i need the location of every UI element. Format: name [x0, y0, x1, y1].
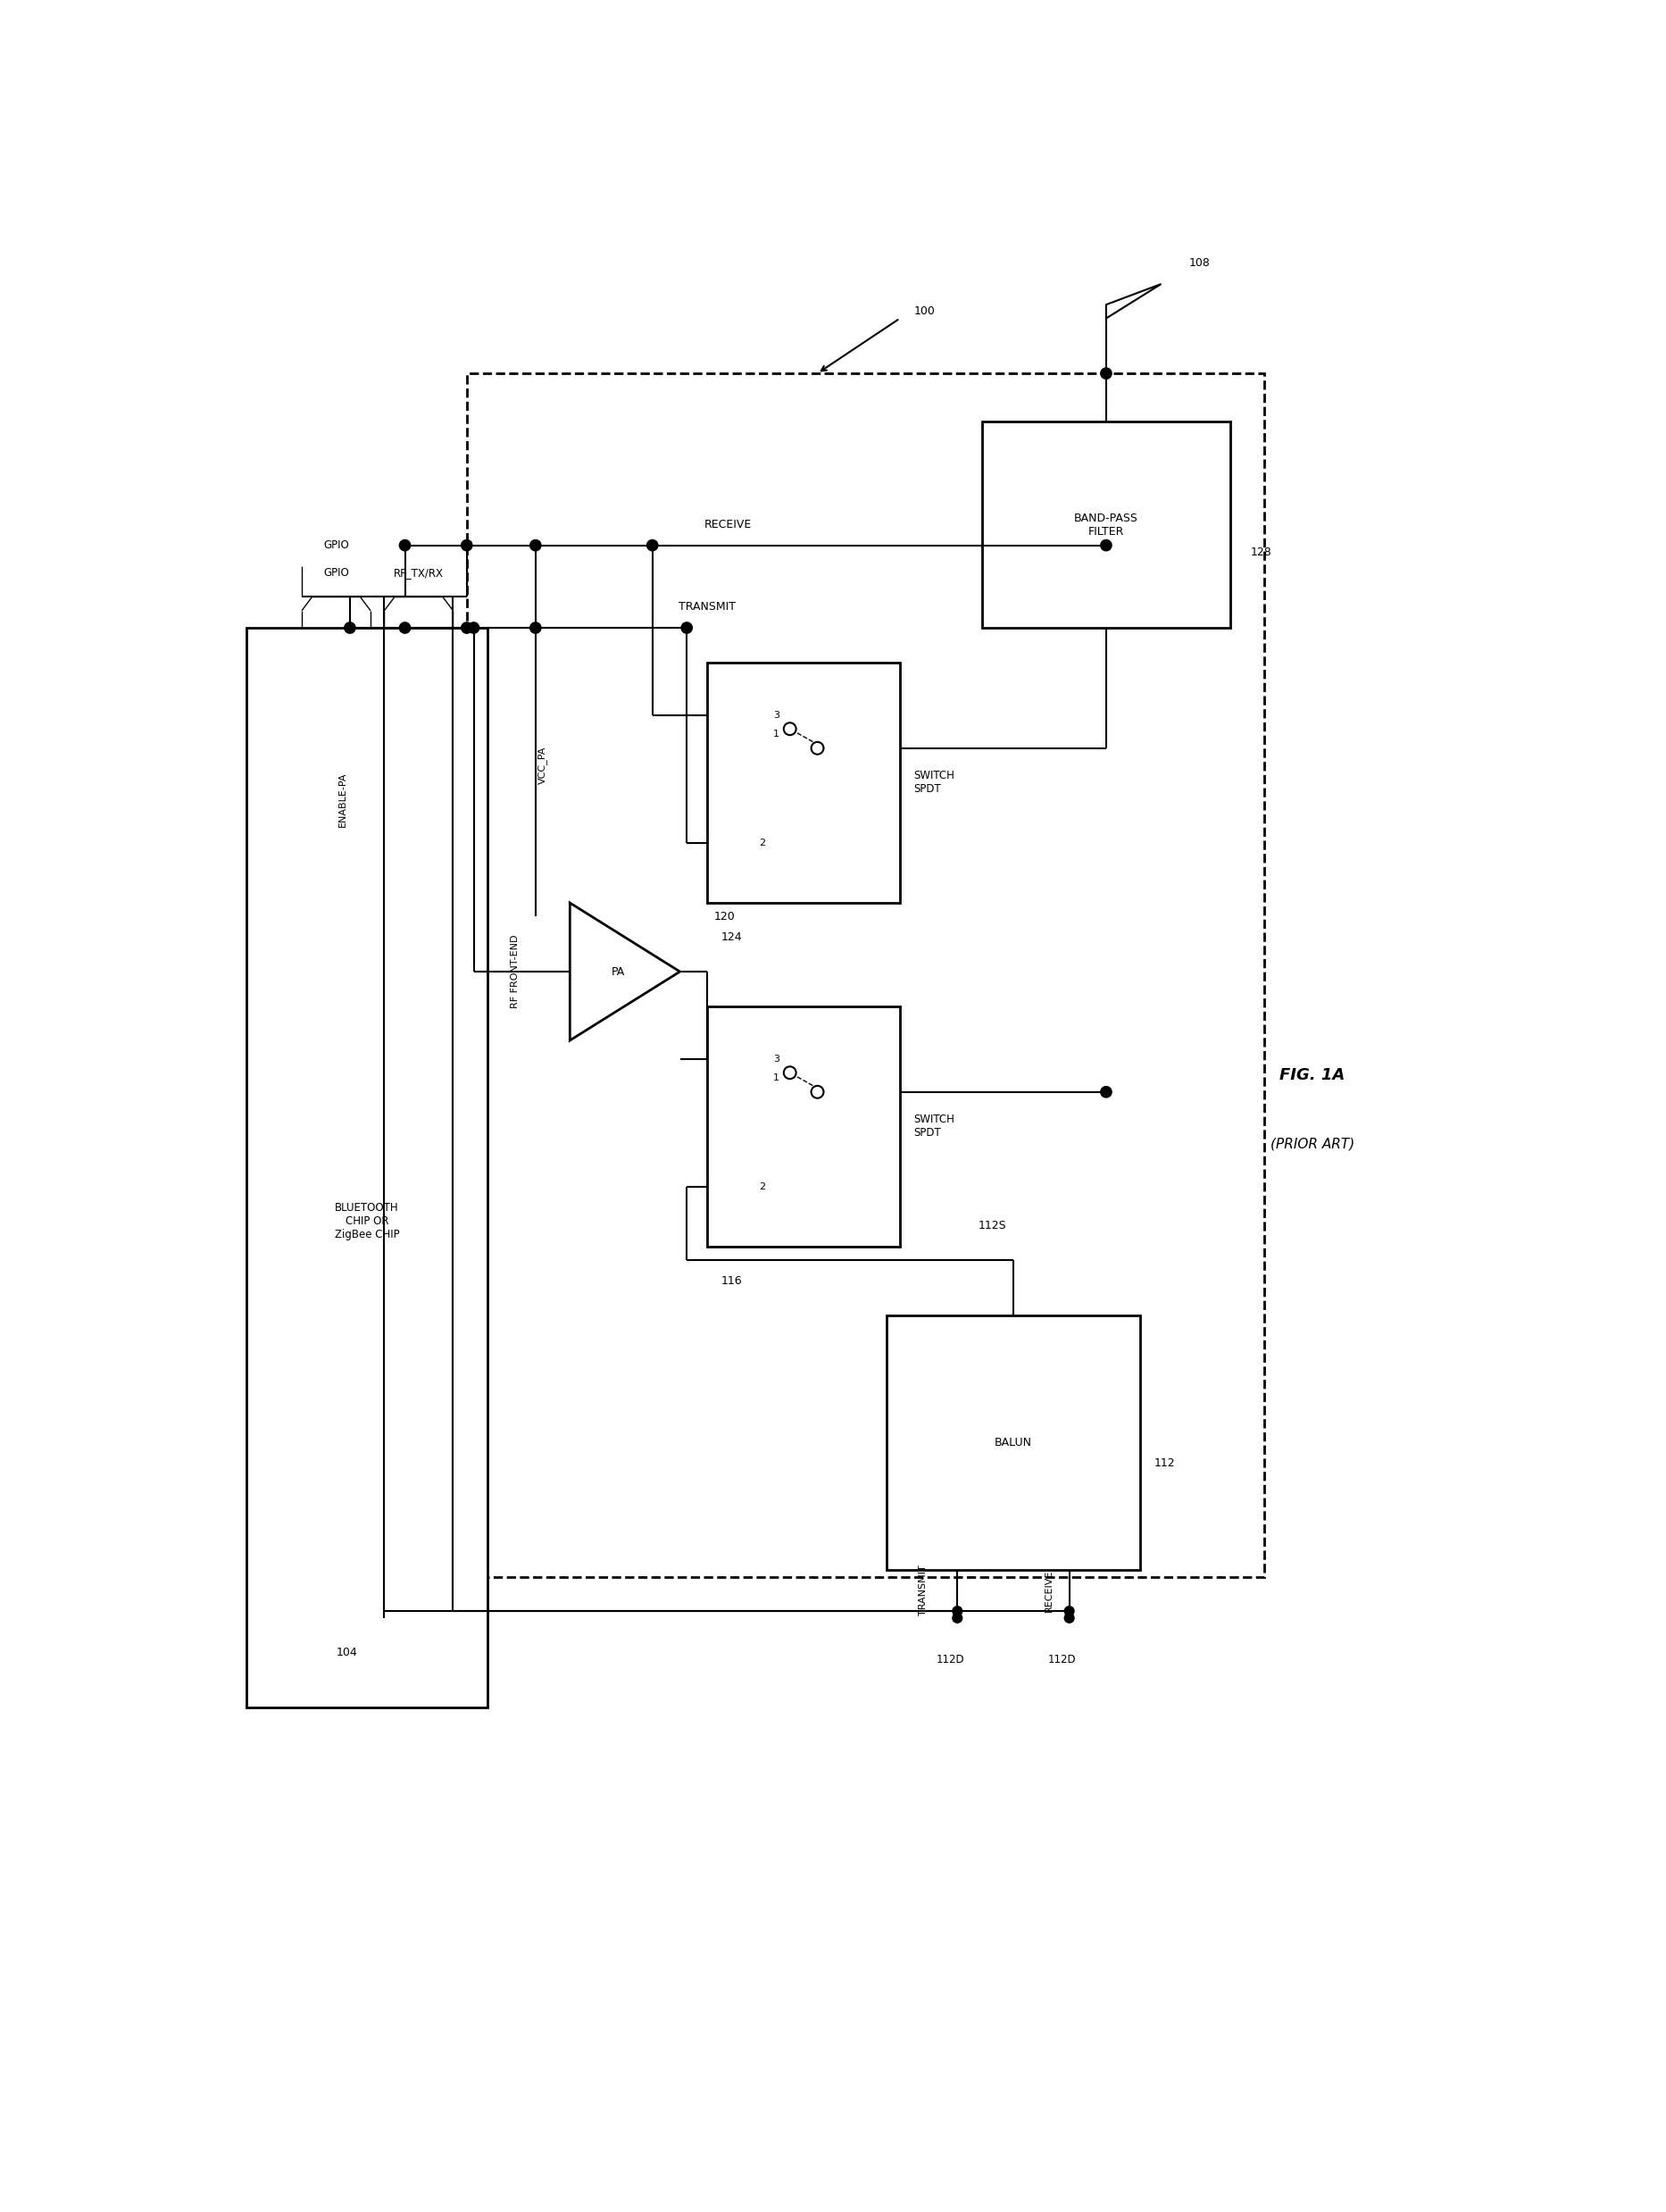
Circle shape [1065, 1613, 1075, 1624]
Text: 128: 128 [1251, 546, 1271, 557]
Text: 100: 100 [913, 305, 935, 316]
Circle shape [1065, 1606, 1075, 1617]
Text: RECEIVE: RECEIVE [705, 520, 751, 531]
Bar [983, 422, 1230, 628]
Circle shape [953, 1613, 963, 1624]
Circle shape [400, 540, 410, 551]
Circle shape [681, 622, 693, 633]
Text: 1: 1 [773, 730, 780, 739]
Circle shape [811, 1086, 823, 1097]
Text: 3: 3 [773, 1055, 780, 1064]
Circle shape [345, 622, 355, 633]
Circle shape [530, 540, 541, 551]
Text: 2: 2 [760, 1181, 766, 1190]
Bar [708, 1006, 900, 1248]
Bar [247, 628, 488, 1708]
Text: SWITCH
SPDT: SWITCH SPDT [913, 770, 955, 794]
Circle shape [1101, 540, 1111, 551]
Text: BALUN: BALUN [995, 1438, 1031, 1449]
Text: 2: 2 [760, 838, 766, 847]
Bar [466, 374, 1264, 1577]
Circle shape [783, 1066, 796, 1079]
Text: 112D: 112D [1048, 1652, 1076, 1666]
Text: 112: 112 [1155, 1458, 1175, 1469]
Bar [886, 1316, 1141, 1571]
Text: 104: 104 [337, 1646, 357, 1659]
Text: GPIO: GPIO [323, 540, 348, 551]
Circle shape [1101, 367, 1111, 378]
Bar [708, 661, 900, 902]
Text: 108: 108 [1188, 257, 1210, 270]
Circle shape [783, 723, 796, 734]
Circle shape [461, 622, 471, 633]
Text: 120: 120 [715, 911, 735, 922]
Text: ENABLE-PA: ENABLE-PA [338, 772, 348, 827]
Text: RECEIVE: RECEIVE [1045, 1568, 1053, 1613]
Circle shape [530, 622, 541, 633]
Text: 112S: 112S [978, 1221, 1006, 1232]
Text: BAND-PASS
FILTER: BAND-PASS FILTER [1075, 513, 1138, 538]
Circle shape [1101, 1086, 1111, 1097]
Text: (PRIOR ART): (PRIOR ART) [1269, 1137, 1354, 1150]
Text: TRANSMIT: TRANSMIT [918, 1566, 928, 1615]
Text: 3: 3 [773, 710, 780, 719]
Circle shape [646, 540, 658, 551]
Text: RF FRONT-END: RF FRONT-END [510, 936, 520, 1009]
Text: 124: 124 [721, 931, 743, 942]
Circle shape [400, 622, 410, 633]
Text: 116: 116 [721, 1276, 743, 1287]
Text: RF_TX/RX: RF_TX/RX [393, 566, 443, 580]
Text: BLUETOOTH
CHIP OR
ZigBee CHIP: BLUETOOTH CHIP OR ZigBee CHIP [335, 1203, 400, 1241]
Text: PA: PA [611, 967, 625, 978]
Text: TRANSMIT: TRANSMIT [678, 602, 736, 613]
Text: SWITCH
SPDT: SWITCH SPDT [913, 1115, 955, 1139]
Text: VCC_PA: VCC_PA [538, 745, 546, 785]
Circle shape [461, 540, 471, 551]
Circle shape [953, 1606, 963, 1617]
Text: 1: 1 [773, 1073, 780, 1082]
Circle shape [468, 622, 480, 633]
Text: FIG. 1A: FIG. 1A [1279, 1066, 1344, 1084]
Circle shape [811, 741, 823, 754]
Text: GPIO: GPIO [323, 566, 348, 580]
Text: 112D: 112D [936, 1652, 965, 1666]
